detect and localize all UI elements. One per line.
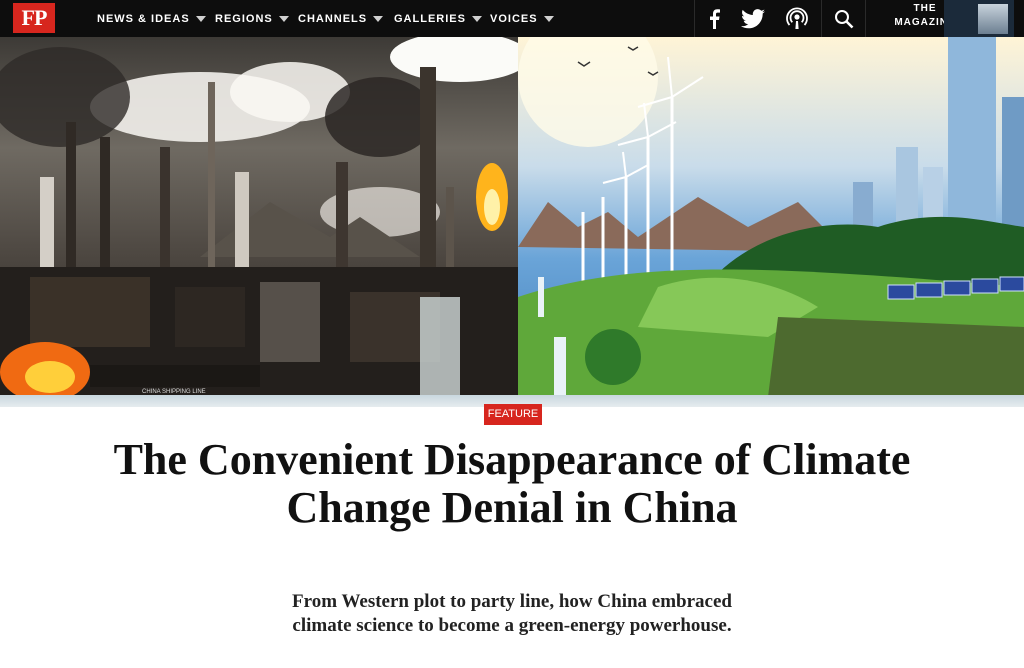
chevron-down-icon: [278, 16, 289, 22]
podcast-icon[interactable]: [782, 0, 812, 37]
twitter-icon[interactable]: [737, 0, 769, 37]
feature-tag[interactable]: FEATURE: [484, 404, 542, 425]
hero-industrial-half: CHINA SHIPPING LINE: [0, 37, 530, 407]
hero-image: CHINA SHIPPING LINE: [0, 37, 1024, 407]
nav-item-voices[interactable]: VOICES: [490, 11, 554, 27]
hero-green-energy-half: [518, 37, 1024, 407]
nav-item-label: CHANNELS: [298, 13, 368, 25]
top-navigation-bar: FP NEWS & IDEAS REGIONS CHANNELS GALLERI…: [0, 0, 1024, 37]
magazine-label-bottom: MAGAZINE: [894, 17, 956, 28]
nav-item-channels[interactable]: CHANNELS: [298, 11, 384, 27]
nav-item-regions[interactable]: REGIONS: [215, 11, 289, 27]
magazine-cover-thumbnail[interactable]: [944, 0, 1014, 37]
nav-item-label: GALLERIES: [394, 13, 466, 25]
magazine-cover-image: [978, 4, 1008, 34]
fp-logo[interactable]: FP: [13, 3, 55, 33]
nav-divider: [821, 0, 822, 37]
nav-item-galleries[interactable]: GALLERIES: [394, 11, 482, 27]
hero-water-strip: [0, 395, 1024, 407]
chevron-down-icon: [195, 16, 206, 22]
hero-ship-text: CHINA SHIPPING LINE: [142, 389, 206, 395]
the-magazine-link[interactable]: THE MAGAZINE: [880, 2, 970, 30]
nav-divider: [694, 0, 695, 37]
article-dek: From Western plot to party line, how Chi…: [292, 591, 732, 636]
nav-divider: [865, 0, 866, 37]
article-headline: The Convenient Disappearance of Climate …: [113, 435, 911, 532]
nav-item-label: VOICES: [490, 13, 538, 25]
nav-item-label: REGIONS: [215, 13, 273, 25]
chevron-down-icon: [543, 16, 554, 22]
search-icon[interactable]: [830, 0, 858, 37]
chevron-down-icon: [471, 16, 482, 22]
magazine-label-top: THE: [913, 3, 937, 14]
nav-item-label: NEWS & IDEAS: [97, 13, 190, 25]
facebook-icon[interactable]: [700, 0, 728, 37]
nav-item-news-ideas[interactable]: NEWS & IDEAS: [97, 11, 206, 27]
chevron-down-icon: [373, 16, 384, 22]
